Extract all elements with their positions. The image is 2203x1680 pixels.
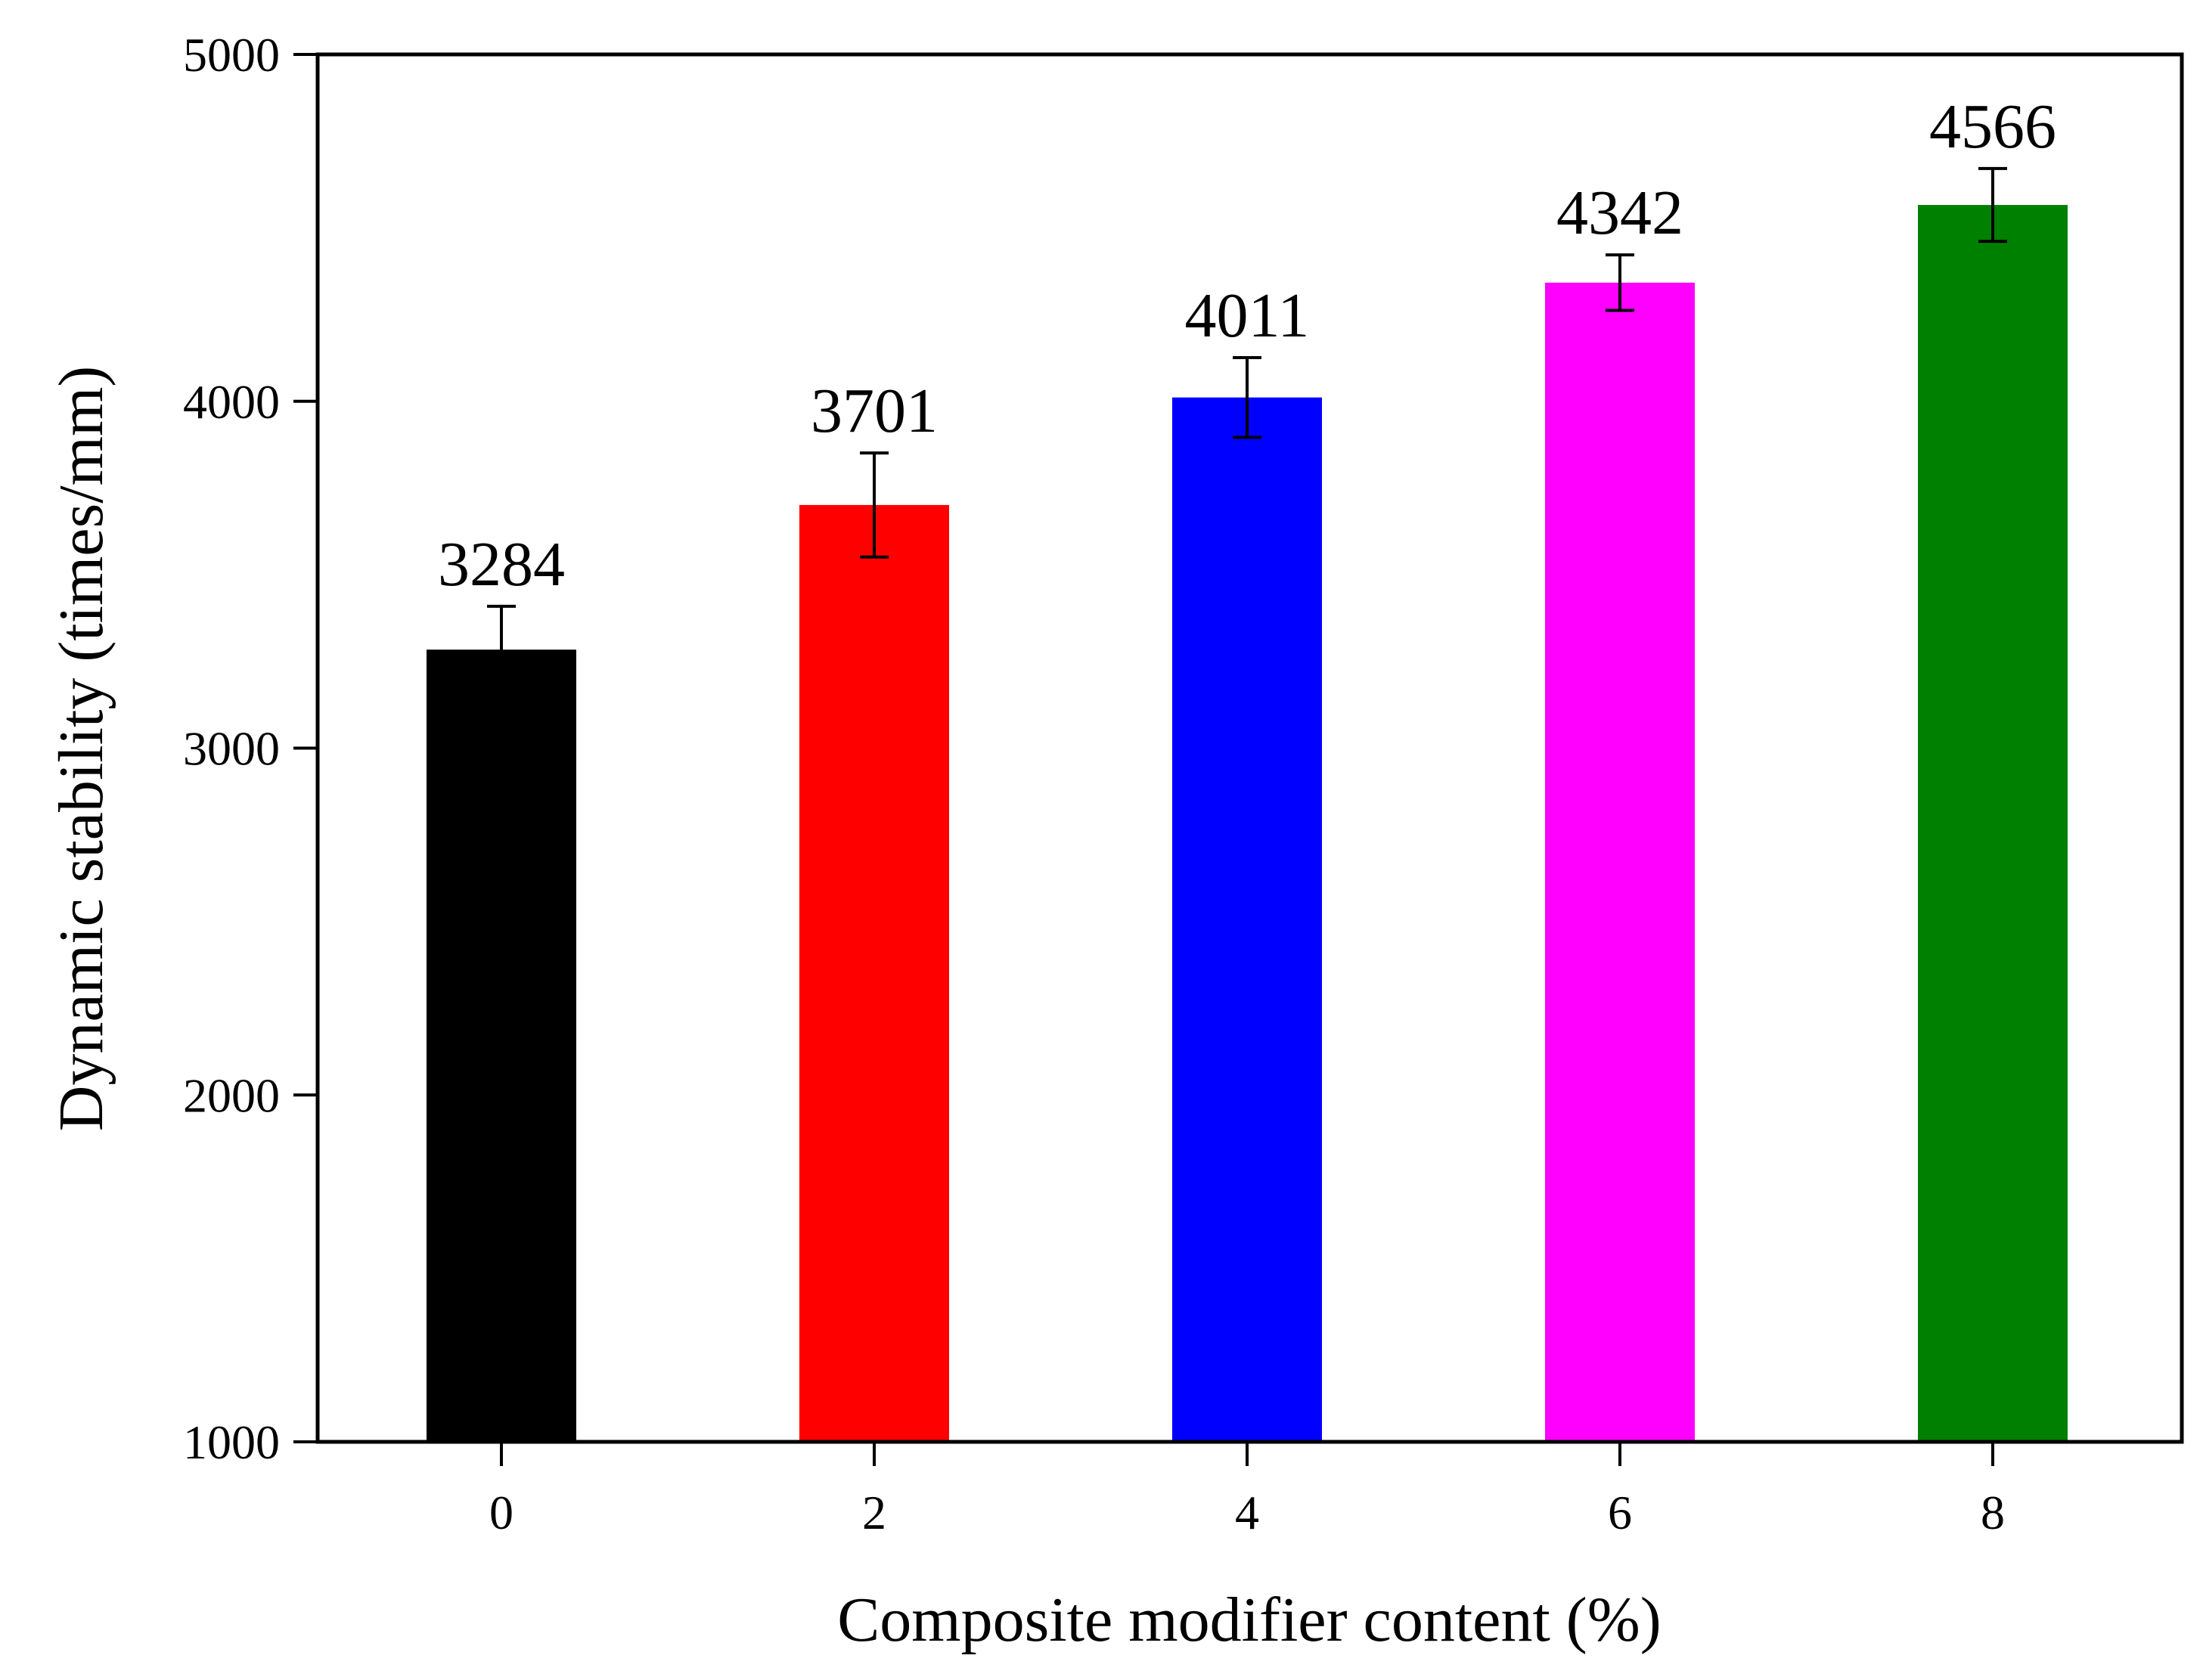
x-tick-label-6: 6 — [1608, 1486, 1632, 1539]
y-axis-ticks: 1000 2000 3000 4000 5000 — [183, 28, 318, 1469]
y-axis-title: Dynamic stability (times/mm) — [46, 366, 116, 1132]
bar-6 — [1545, 282, 1695, 1442]
error-bars-layer — [487, 166, 2007, 695]
y-tick-label-5000: 5000 — [183, 28, 280, 82]
value-label-4: 4011 — [1185, 281, 1310, 351]
x-tick-label-8: 8 — [1981, 1486, 2005, 1539]
y-tick-label-1000: 1000 — [183, 1415, 280, 1469]
value-label-0: 3284 — [438, 529, 565, 600]
value-label-8: 4566 — [1929, 91, 2056, 162]
bars-layer — [427, 205, 2068, 1442]
x-tick-label-0: 0 — [489, 1486, 514, 1539]
bar-4 — [1172, 397, 1322, 1442]
x-axis-title: Composite modifier content (%) — [837, 1585, 1661, 1655]
value-labels-layer: 3284 3701 4011 4342 4566 — [438, 91, 2056, 600]
x-tick-label-2: 2 — [862, 1486, 886, 1539]
plot-frame — [315, 52, 2184, 1444]
bar-2 — [799, 504, 949, 1442]
y-tick-label-2000: 2000 — [183, 1068, 280, 1122]
y-tick-label-3000: 3000 — [183, 722, 280, 776]
bar-8 — [1918, 205, 2068, 1442]
bar-0 — [427, 649, 576, 1442]
x-axis-ticks: 0 2 4 6 8 — [489, 1442, 2005, 1539]
x-tick-label-4: 4 — [1235, 1486, 1259, 1539]
y-tick-label-4000: 4000 — [183, 375, 280, 429]
value-label-2: 3701 — [811, 376, 938, 446]
value-label-6: 4342 — [1556, 178, 1683, 248]
